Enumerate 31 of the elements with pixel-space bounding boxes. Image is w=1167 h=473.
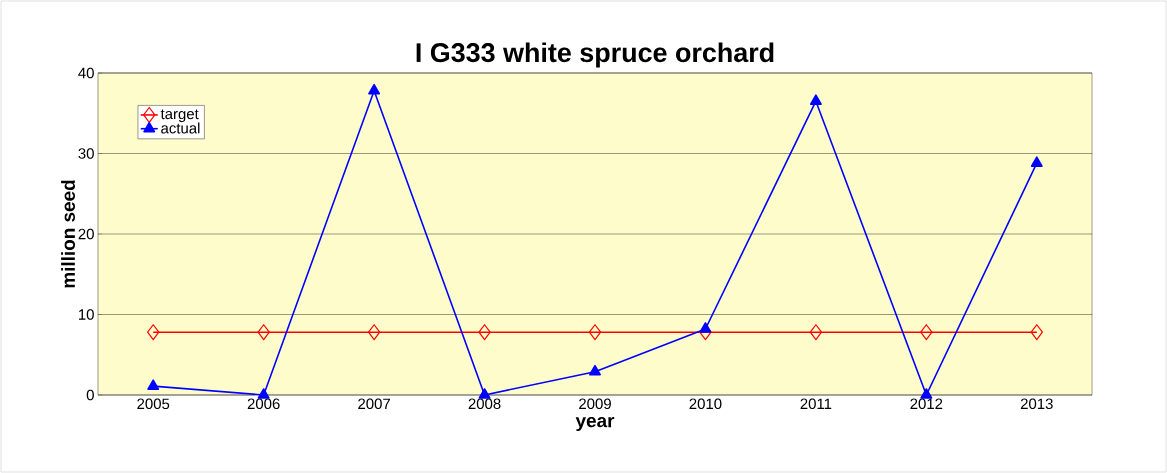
x-tick-label: 2005 <box>137 398 170 410</box>
point <box>147 324 160 341</box>
x-tick-label: 2008 <box>468 398 501 410</box>
y-axis-title: million seed <box>61 180 76 288</box>
x-tick-label: 2012 <box>910 398 943 410</box>
legend-label: target <box>160 109 199 123</box>
y-tick-label: 10 <box>79 309 94 320</box>
point <box>809 324 823 341</box>
point <box>588 324 602 341</box>
chart-title: I G333 white spruce orchard <box>416 42 774 68</box>
point <box>1030 156 1043 167</box>
legend-label: actual <box>161 122 200 134</box>
point <box>1030 324 1043 341</box>
point <box>920 324 933 341</box>
y-tick-label: 0 <box>86 389 94 401</box>
point <box>699 322 712 333</box>
x-tick-label: 2007 <box>358 398 390 410</box>
point <box>367 324 381 341</box>
x-tick-label: 2006 <box>247 398 280 410</box>
point <box>257 324 270 341</box>
y-tick-label: 20 <box>78 228 94 240</box>
x-tick-label: 2010 <box>689 398 722 410</box>
y-tick-label: 40 <box>78 67 94 79</box>
y-tick-label: 30 <box>78 148 94 159</box>
x-tick-label: 2013 <box>1020 398 1053 410</box>
x-tick-label: 2011 <box>800 398 832 410</box>
x-axis-title: year <box>575 416 615 432</box>
x-tick-label: 2009 <box>579 398 611 410</box>
point <box>368 83 381 95</box>
point <box>478 324 491 341</box>
point <box>809 94 822 105</box>
